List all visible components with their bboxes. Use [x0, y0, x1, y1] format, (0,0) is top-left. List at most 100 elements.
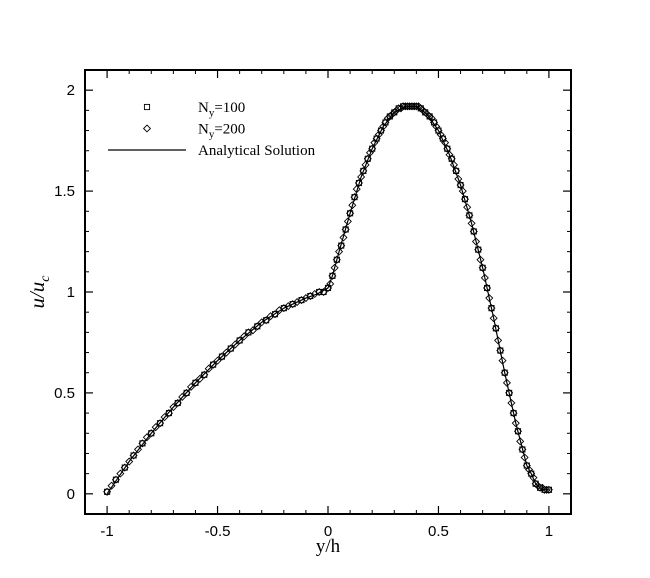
diamond-point — [529, 473, 538, 482]
diamond-point — [173, 398, 182, 408]
x-tick-label: 0.5 — [428, 523, 449, 540]
diamond-point — [357, 172, 366, 182]
square-point — [360, 167, 367, 174]
axis-ticks — [85, 70, 571, 514]
diamond-point — [513, 427, 523, 436]
diamond-point — [494, 336, 503, 345]
y-axis-title-sub: c — [38, 275, 53, 282]
diamond-point — [200, 370, 209, 379]
diamond-point — [348, 201, 357, 210]
square-point — [227, 345, 234, 352]
diamond-point — [536, 483, 545, 492]
diamond-point — [485, 294, 494, 303]
legend-label-sub: y — [209, 129, 215, 141]
diamond-point — [328, 271, 337, 280]
diamond-point — [270, 310, 280, 319]
legend-label: Analytical Solution — [198, 143, 316, 159]
square-point — [139, 440, 146, 447]
square-point — [112, 476, 119, 483]
diamond-point — [467, 219, 476, 228]
diamond-point — [471, 237, 481, 246]
diamond-point — [487, 304, 496, 313]
y-tick-label: 0.5 — [54, 385, 75, 402]
diamond-point — [359, 166, 368, 175]
square-point — [236, 337, 243, 344]
legend-label: Ny=100 — [198, 100, 245, 119]
square-point — [174, 399, 181, 407]
diamond-point — [337, 241, 346, 250]
diamond-point — [222, 348, 231, 357]
diamond-point — [116, 469, 125, 478]
diamond-point — [248, 326, 257, 335]
diamond-point — [516, 437, 525, 446]
square-point — [165, 410, 172, 417]
diamond-point — [164, 409, 173, 418]
y-tick-label: 2 — [67, 82, 75, 99]
diamond-point — [463, 203, 472, 212]
square-point — [192, 379, 199, 386]
diamond-point — [474, 245, 483, 254]
diamond-point — [319, 287, 328, 297]
diamond-point — [335, 247, 344, 256]
square-point — [466, 212, 473, 219]
diamond-point — [217, 352, 227, 361]
diamond-point — [191, 378, 200, 387]
diamond-point — [511, 419, 520, 428]
diamond-point — [480, 273, 489, 282]
diamond-point — [213, 356, 222, 365]
x-tick-label: 1 — [545, 523, 553, 540]
diamond-point — [354, 178, 363, 188]
diamond-point — [231, 340, 240, 349]
y-tick-label: 1 — [67, 284, 75, 301]
diamond-point — [226, 344, 235, 353]
diamond-point — [339, 233, 348, 242]
diamond-point — [160, 413, 169, 422]
diamond-point — [443, 144, 452, 153]
diamond-point — [489, 314, 498, 323]
diamond-point — [518, 445, 527, 454]
axis-titles: y/h u/uc — [25, 275, 341, 557]
diamond-point — [341, 225, 350, 234]
legend-label: Ny=200 — [198, 122, 245, 141]
legend-item-2: Analytical Solution — [108, 143, 316, 159]
diamond-point — [520, 453, 529, 462]
square-point — [130, 452, 137, 459]
square-point — [254, 323, 261, 330]
legend-label-sub: y — [209, 107, 215, 119]
diamond-point — [507, 398, 516, 408]
x-tick-label: -1 — [100, 523, 113, 540]
diamond-point — [500, 368, 509, 377]
diamond-point — [542, 485, 551, 494]
square-point — [329, 272, 336, 279]
square-point — [218, 353, 226, 360]
square-point — [201, 371, 208, 378]
diamond-point — [120, 463, 129, 472]
legend-label-tail: =100 — [214, 100, 245, 116]
square-point — [148, 430, 155, 437]
diamond-point — [253, 322, 262, 331]
diamond-point — [129, 451, 138, 460]
square-point — [183, 389, 190, 396]
x-tick-label: -0.5 — [205, 523, 231, 540]
square-point — [104, 488, 111, 495]
diamond-point — [330, 263, 339, 272]
diamond-point — [147, 429, 156, 438]
diamond-point — [363, 154, 372, 163]
diamond-point — [502, 378, 511, 387]
y-axis-title: u/uc — [25, 275, 53, 309]
square-point — [121, 464, 128, 471]
diamond-point — [361, 160, 370, 169]
x-tick-label: 0 — [324, 523, 332, 540]
square-point — [333, 256, 340, 263]
diamond-point — [483, 283, 492, 293]
y-axis-title-main: u/u — [25, 282, 49, 309]
y-tick-label: 1.5 — [54, 183, 75, 200]
series-0 — [104, 103, 552, 495]
diamond-point — [156, 419, 165, 428]
square-point — [457, 181, 464, 189]
square-point — [210, 361, 217, 368]
diamond-point — [476, 255, 485, 264]
legend-label-main: Analytical Solution — [198, 143, 316, 159]
legend-label-tail: =200 — [214, 122, 245, 138]
